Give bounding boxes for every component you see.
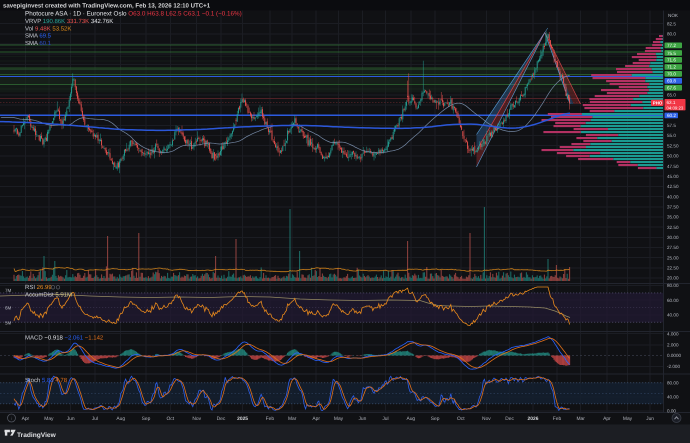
svg-text:04:09:23: 04:09:23 [667, 106, 684, 111]
svg-text:35.00: 35.00 [667, 215, 679, 220]
svg-text:32.50: 32.50 [667, 225, 679, 230]
svg-text:6M: 6M [5, 306, 12, 311]
svg-text:20.00: 20.00 [667, 276, 679, 281]
svg-text:SMA 60.1: SMA 60.1 [25, 40, 52, 47]
svg-text:May: May [334, 416, 344, 422]
svg-text:40.00: 40.00 [667, 313, 679, 318]
svg-text:Apr: Apr [603, 416, 611, 422]
svg-text:May: May [623, 416, 633, 422]
svg-text:47.50: 47.50 [667, 164, 679, 169]
svg-text:60.2: 60.2 [667, 113, 676, 118]
svg-text:2.000: 2.000 [667, 343, 679, 348]
svg-text:Oct: Oct [166, 416, 174, 422]
svg-text:Apr: Apr [22, 416, 30, 422]
svg-text:Dec: Dec [217, 416, 226, 422]
svg-text:Nov: Nov [192, 416, 201, 422]
svg-text:-2.000: -2.000 [667, 364, 680, 369]
svg-text:Feb: Feb [266, 416, 275, 422]
svg-text:30.00: 30.00 [667, 235, 679, 240]
svg-text:77.2: 77.2 [667, 43, 676, 48]
svg-text:Jun: Jun [358, 416, 366, 422]
svg-text:Stoch 5.83 4.78: Stoch 5.83 4.78 [25, 377, 68, 384]
svg-text:0.00: 0.00 [667, 409, 676, 414]
svg-text:69.8: 69.8 [667, 79, 676, 84]
svg-text:2026: 2026 [528, 416, 539, 422]
svg-text:63.1: 63.1 [667, 100, 676, 105]
svg-text:Aug: Aug [116, 416, 125, 422]
svg-text:Nov: Nov [482, 416, 491, 422]
svg-text:67.6: 67.6 [667, 86, 676, 91]
svg-text:4.000: 4.000 [667, 331, 679, 336]
svg-text:Sep: Sep [142, 416, 151, 422]
svg-text:37.50: 37.50 [667, 205, 679, 210]
svg-text:Sep: Sep [431, 416, 440, 422]
svg-text:AccumDist 5.91M: AccumDist 5.91M [25, 291, 72, 298]
svg-text:Jun: Jun [67, 416, 75, 422]
svg-text:Mar: Mar [288, 416, 297, 422]
svg-text:22.50: 22.50 [667, 266, 679, 271]
svg-text:Dec: Dec [505, 416, 514, 422]
svg-text:25.00: 25.00 [667, 255, 679, 260]
svg-text:80.0: 80.0 [667, 32, 676, 37]
svg-text:SMA 69.5: SMA 69.5 [25, 33, 52, 40]
svg-text:Feb: Feb [553, 416, 562, 422]
svg-text:82.5: 82.5 [667, 21, 676, 26]
svg-text:Apr: Apr [312, 416, 320, 422]
svg-text:savepiginvest created with Tra: savepiginvest created with TradingView.c… [3, 2, 211, 9]
svg-text:45.00: 45.00 [667, 174, 679, 179]
svg-text:Photocure ASA · 1D · Euronext: Photocure ASA · 1D · Euronext Oslo O63.0… [25, 11, 242, 18]
svg-text:Jul: Jul [382, 416, 388, 422]
svg-text:i: i [11, 416, 12, 421]
svg-text:PHO: PHO [653, 100, 663, 105]
svg-text:71.2: 71.2 [667, 65, 676, 70]
svg-text:RSI 26.99: RSI 26.99 [25, 284, 52, 291]
svg-text:42.50: 42.50 [667, 184, 679, 189]
svg-text:5M: 5M [5, 321, 12, 326]
svg-text:60.00: 60.00 [667, 298, 679, 303]
svg-text:27.50: 27.50 [667, 245, 679, 250]
svg-text:65.0: 65.0 [667, 93, 676, 98]
svg-text:80.00: 80.00 [667, 283, 679, 288]
svg-text:40.00: 40.00 [667, 194, 679, 199]
svg-text:40.00: 40.00 [667, 395, 679, 400]
svg-text:75.5: 75.5 [667, 51, 676, 56]
svg-text:VRVP 190.86K 331.73K 342.76K: VRVP 190.86K 331.73K 342.76K [25, 18, 113, 25]
svg-text:May: May [44, 416, 54, 422]
svg-text:2025: 2025 [237, 416, 248, 422]
svg-text:7M: 7M [5, 288, 12, 293]
svg-text:71.6: 71.6 [667, 58, 676, 63]
svg-text:Oct: Oct [457, 416, 465, 422]
svg-text:NOK: NOK [668, 13, 679, 18]
svg-text:Aug: Aug [406, 416, 415, 422]
svg-text:MACD −0.918 −2.061 −1.142: MACD −0.918 −2.061 −1.142 [25, 335, 104, 342]
svg-text:0.0000: 0.0000 [667, 353, 681, 358]
svg-text:Jun: Jun [646, 416, 654, 422]
svg-text:55.0: 55.0 [667, 133, 676, 138]
svg-text:Vol 9.48K 53.52K: Vol 9.48K 53.52K [25, 25, 71, 32]
svg-text:70.0: 70.0 [667, 72, 676, 77]
svg-text:80.00: 80.00 [667, 381, 679, 386]
svg-text:50.00: 50.00 [667, 154, 679, 159]
svg-text:52.50: 52.50 [667, 143, 679, 148]
svg-text:Mar: Mar [576, 416, 585, 422]
svg-text:TradingView: TradingView [17, 432, 57, 439]
svg-text:Jul: Jul [92, 416, 98, 422]
svg-text:57.5: 57.5 [667, 123, 676, 128]
